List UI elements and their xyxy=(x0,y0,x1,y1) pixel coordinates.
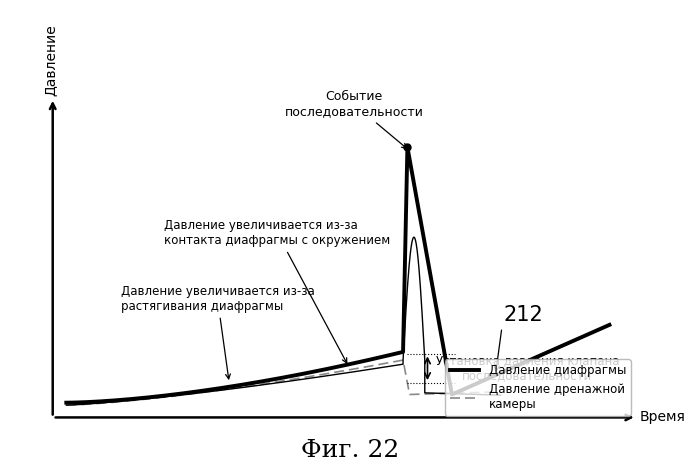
Text: 212: 212 xyxy=(503,305,543,325)
Text: Событие
последовательности: Событие последовательности xyxy=(285,91,424,149)
Text: Давление увеличивается из-за
растягивания диафрагмы: Давление увеличивается из-за растягивани… xyxy=(120,285,314,379)
Text: Фиг. 22: Фиг. 22 xyxy=(301,439,399,462)
Text: Установка давления клапана
последовательности: Установка давления клапана последователь… xyxy=(435,354,619,382)
Text: Давление: Давление xyxy=(43,25,57,96)
Text: Время: Время xyxy=(639,410,685,425)
Text: Давление увеличивается из-за
контакта диафрагмы с окружением: Давление увеличивается из-за контакта ди… xyxy=(164,219,391,363)
Legend: Давление диафрагмы, Давление дренажной
камеры: Давление диафрагмы, Давление дренажной к… xyxy=(445,359,631,416)
